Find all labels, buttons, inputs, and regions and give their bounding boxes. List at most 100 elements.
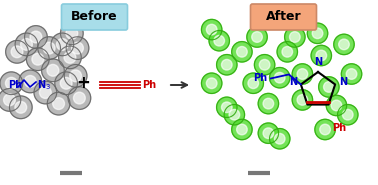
Circle shape [320,124,330,135]
Circle shape [229,109,240,120]
Circle shape [24,75,36,87]
Circle shape [38,37,60,59]
Circle shape [214,35,225,46]
Circle shape [26,48,49,70]
Circle shape [232,119,252,140]
Text: N$_3$: N$_3$ [37,78,51,92]
Circle shape [290,32,300,42]
Circle shape [292,64,313,84]
Circle shape [19,70,42,93]
Text: +: + [76,74,90,92]
Circle shape [70,70,82,82]
Text: After: After [266,11,301,23]
Circle shape [326,95,347,116]
Circle shape [25,26,47,48]
Circle shape [51,33,74,56]
Circle shape [222,59,232,70]
Circle shape [209,31,229,51]
Circle shape [201,73,222,93]
Circle shape [217,97,237,117]
Circle shape [263,128,274,139]
Circle shape [312,28,323,39]
Circle shape [0,72,23,95]
Circle shape [237,46,247,57]
Circle shape [59,46,81,69]
Circle shape [259,59,270,70]
Circle shape [68,87,91,109]
Circle shape [56,38,68,50]
Circle shape [232,42,252,62]
Circle shape [5,77,17,89]
Circle shape [274,133,285,144]
Text: N: N [314,57,322,67]
Circle shape [9,96,32,119]
Circle shape [20,38,33,50]
Circle shape [60,77,72,89]
Circle shape [224,105,245,125]
Circle shape [338,105,358,125]
Circle shape [247,27,267,47]
Circle shape [254,55,275,75]
Circle shape [316,50,327,61]
Text: Ph: Ph [253,73,267,83]
Circle shape [324,82,334,92]
Circle shape [237,124,247,135]
Circle shape [32,53,44,65]
Circle shape [277,42,297,62]
Text: Ph: Ph [333,122,347,133]
Circle shape [315,119,335,140]
Circle shape [66,27,78,39]
Circle shape [319,77,339,97]
Circle shape [47,92,70,115]
FancyBboxPatch shape [62,4,127,30]
Circle shape [206,24,217,35]
Circle shape [285,27,305,47]
Circle shape [15,33,38,56]
Text: Ph: Ph [8,80,22,90]
Circle shape [248,78,259,89]
Circle shape [0,89,21,111]
Circle shape [297,95,308,105]
Circle shape [64,65,87,87]
Circle shape [66,37,89,59]
Circle shape [307,23,328,43]
Circle shape [55,72,77,95]
Circle shape [206,78,217,89]
Circle shape [60,22,83,45]
Circle shape [270,68,290,88]
Circle shape [64,51,76,63]
Circle shape [334,34,354,55]
Text: N: N [289,78,297,88]
Circle shape [73,92,85,104]
Circle shape [311,45,332,66]
Circle shape [201,19,222,40]
Circle shape [43,42,55,54]
Circle shape [42,59,64,82]
Circle shape [270,129,290,149]
Circle shape [243,73,263,93]
Circle shape [263,98,274,109]
Circle shape [282,46,293,57]
Circle shape [217,55,237,75]
Circle shape [346,69,357,79]
Circle shape [292,90,313,110]
Circle shape [252,32,262,42]
Circle shape [274,72,285,83]
Circle shape [6,41,28,63]
Circle shape [258,93,279,114]
Circle shape [331,100,342,111]
Circle shape [339,39,349,50]
Circle shape [39,87,51,98]
Circle shape [30,31,42,43]
Circle shape [11,46,23,58]
Text: Ph: Ph [142,80,156,90]
Circle shape [15,101,27,113]
Circle shape [71,42,84,54]
Circle shape [258,123,279,143]
Text: Before: Before [71,11,118,23]
Circle shape [222,102,232,113]
Circle shape [297,69,308,79]
FancyBboxPatch shape [251,4,316,30]
Circle shape [47,64,59,76]
Circle shape [34,81,57,104]
